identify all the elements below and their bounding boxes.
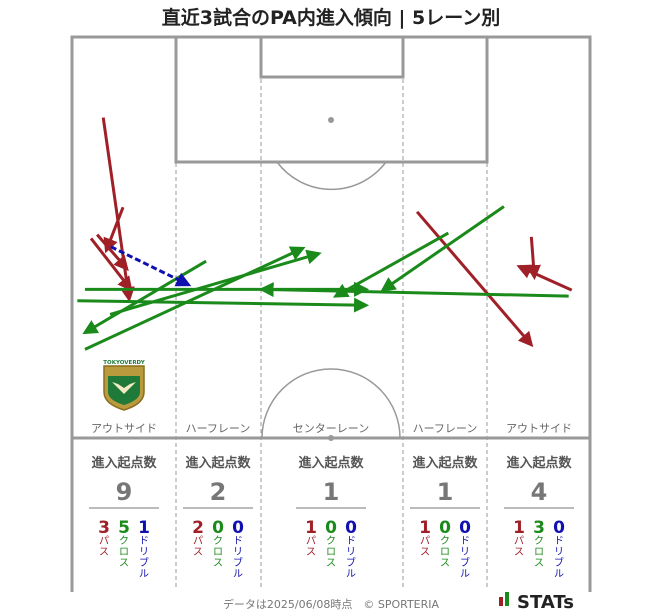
stat-total: 4	[531, 478, 548, 506]
stat-label-dribble: ドリブル	[233, 536, 243, 580]
stat-count-pass: 1	[513, 518, 525, 538]
pass-arrow	[415, 210, 534, 348]
stat-label-cross: クロス	[213, 535, 223, 569]
stat-count-pass: 3	[98, 518, 110, 538]
pass-arrow	[89, 237, 133, 292]
lane-label-outside-right: アウトサイド	[506, 422, 572, 435]
chart-title: 直近3試合のPA内進入傾向 | 5レーン別	[162, 6, 501, 29]
goal-area	[259, 35, 405, 79]
stat-heading: 進入起点数	[412, 455, 478, 471]
stat-label-pass: パス	[99, 535, 109, 558]
stat-count-dribble: 0	[232, 518, 244, 538]
stat-count-dribble: 1	[138, 518, 150, 538]
lane-label-outside-left: アウトサイド	[91, 422, 157, 435]
entry-arrows	[77, 117, 573, 351]
stat-count-pass: 1	[419, 518, 431, 538]
stat-label-cross: クロス	[326, 535, 336, 569]
cross-arrow	[380, 205, 505, 292]
stat-label-pass: パス	[193, 535, 203, 558]
stat-count-cross: 3	[533, 518, 545, 538]
stat-label-cross: クロス	[119, 535, 129, 569]
pass-arrow	[103, 206, 125, 254]
footer-mask	[0, 592, 663, 611]
center-circle	[261, 368, 401, 439]
stat-count-pass: 2	[192, 518, 204, 538]
cross-arrow	[258, 282, 569, 298]
stat-label-cross: クロス	[534, 535, 544, 569]
stat-count-dribble: 0	[345, 518, 357, 538]
club-logo: TOKYOVERDY	[103, 360, 146, 411]
footer-text: データは2025/06/08時点 © SPORTERIA	[223, 597, 440, 611]
logo-text: TOKYOVERDY	[103, 360, 145, 366]
stat-heading: 進入起点数	[91, 455, 157, 471]
stat-count-pass: 1	[305, 518, 317, 538]
stat-total: 2	[210, 478, 227, 506]
lane-labels: アウトサイド ハーフレーン センターレーン ハーフレーン アウトサイド	[91, 422, 572, 435]
stat-count-dribble: 0	[459, 518, 471, 538]
cross-arrow	[84, 246, 306, 351]
stat-count-cross: 0	[325, 518, 337, 538]
stat-label-pass: パス	[514, 535, 524, 558]
penalty-area	[174, 35, 489, 164]
lane-label-halflane-left: ハーフレーン	[186, 422, 251, 435]
stat-count-cross: 0	[439, 518, 451, 538]
pitch	[70, 35, 592, 611]
lane-label-center: センターレーン	[293, 422, 369, 435]
lane-label-halflane-right: ハーフレーン	[413, 422, 478, 435]
stat-label-dribble: ドリブル	[460, 536, 470, 580]
stat-total: 1	[323, 478, 340, 506]
stat-label-dribble: ドリブル	[346, 536, 356, 580]
stat-count-dribble: 0	[553, 518, 565, 538]
cross-arrow	[77, 297, 370, 313]
stat-total: 1	[437, 478, 454, 506]
stat-label-pass: パス	[306, 535, 316, 558]
center-spot	[328, 435, 334, 441]
dribble-arrow	[110, 245, 192, 287]
stat-label-dribble: ドリブル	[139, 536, 149, 580]
stat-heading: 進入起点数	[298, 455, 364, 471]
cross-arrow	[109, 249, 322, 316]
stat-label-cross: クロス	[440, 535, 450, 569]
penalty-spot	[328, 117, 334, 123]
stat-label-pass: パス	[420, 535, 430, 558]
pass-arrow	[516, 264, 573, 292]
brand-text: STATs	[517, 592, 574, 611]
lane-stats: 進入起点数93パス5クロス1ドリブル進入起点数22パス0クロス0ドリブル進入起点…	[89, 455, 574, 580]
cross-arrow	[332, 231, 450, 298]
brand-logo: STATs	[499, 592, 574, 611]
stat-total: 9	[116, 478, 133, 506]
stat-label-dribble: ドリブル	[554, 536, 564, 580]
stat-heading: 進入起点数	[506, 455, 572, 471]
pass-arrow	[526, 236, 541, 281]
stat-heading: 進入起点数	[185, 455, 251, 471]
stat-count-cross: 5	[118, 518, 130, 538]
penalty-arc	[276, 161, 387, 191]
stat-count-cross: 0	[212, 518, 224, 538]
